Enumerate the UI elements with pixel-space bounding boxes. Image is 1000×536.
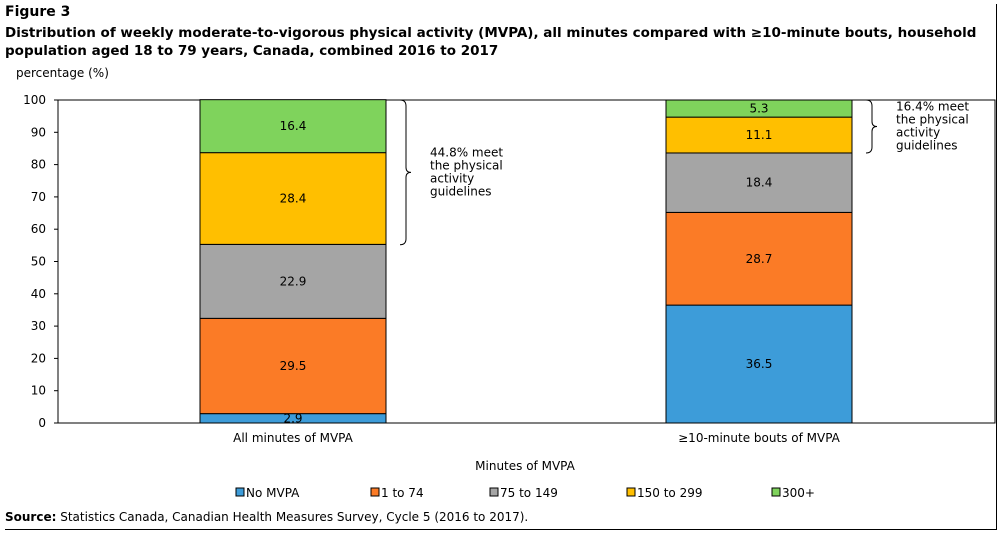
annotation-text: activity (430, 171, 474, 185)
y-tick-label: 90 (31, 125, 46, 139)
x-tick-label: All minutes of MVPA (233, 431, 353, 445)
data-label: 36.5 (746, 357, 773, 371)
legend-swatch (771, 487, 781, 497)
bar-segment (665, 116, 853, 154)
y-tick-label: 70 (31, 190, 46, 204)
bar-segment (665, 304, 853, 424)
annotation-text: activity (896, 125, 940, 139)
bar-segment (665, 152, 853, 213)
y-tick-label: 80 (31, 158, 46, 172)
legend-swatch (235, 487, 245, 497)
bar-segment (665, 211, 853, 306)
source-text: Statistics Canada, Canadian Health Measu… (56, 510, 529, 524)
data-label: 18.4 (746, 176, 773, 190)
x-axis-title: Minutes of MVPA (475, 459, 575, 473)
annotation-text: 16.4% meet (896, 99, 969, 113)
annotation-text: the physical (430, 158, 503, 172)
figure-label: Figure 3 (5, 4, 71, 20)
legend-swatch (489, 487, 499, 497)
bar-segment (199, 243, 387, 319)
annotation-text: 44.8% meet (430, 145, 503, 159)
bar-segment (665, 99, 853, 118)
legend-swatch (626, 487, 636, 497)
y-axis-label: percentage (%) (16, 66, 109, 80)
x-tick-label: ≥10-minute bouts of MVPA (678, 431, 841, 445)
y-tick-label: 0 (38, 416, 46, 430)
annotation-text: the physical (896, 112, 969, 126)
legend-swatch (370, 487, 380, 497)
annotation-text: guidelines (896, 138, 957, 152)
legend-label: 150 to 299 (637, 486, 702, 500)
source-note: Source: Statistics Canada, Canadian Heal… (5, 510, 528, 524)
data-label: 11.1 (746, 128, 773, 142)
data-label: 5.3 (749, 102, 768, 116)
legend-label: 1 to 74 (381, 486, 424, 500)
bar-segment (199, 317, 387, 415)
data-label: 16.4 (280, 119, 307, 133)
data-label: 22.9 (280, 274, 307, 288)
annotation-brace (865, 99, 878, 154)
y-tick-label: 10 (31, 384, 46, 398)
y-tick-label: 100 (23, 93, 46, 107)
data-label: 29.5 (280, 359, 307, 373)
legend-label: No MVPA (246, 486, 300, 500)
annotation-brace (399, 99, 412, 246)
data-label: 28.7 (746, 252, 773, 266)
annotation-text: guidelines (430, 184, 491, 198)
y-tick-label: 20 (31, 351, 46, 365)
source-prefix: Source: (5, 510, 57, 524)
y-tick-label: 30 (31, 319, 46, 333)
bar-segment (199, 152, 387, 245)
y-tick-label: 50 (31, 255, 46, 269)
legend-label: 75 to 149 (500, 486, 558, 500)
data-label: 2.9 (283, 411, 302, 425)
y-tick-label: 60 (31, 222, 46, 236)
chart-title: Distribution of weekly moderate-to-vigor… (5, 25, 977, 59)
y-tick-label: 40 (31, 287, 46, 301)
legend-label: 300+ (782, 486, 815, 500)
bar-segment (199, 99, 387, 154)
plot-area (57, 99, 996, 424)
data-label: 28.4 (280, 192, 307, 206)
